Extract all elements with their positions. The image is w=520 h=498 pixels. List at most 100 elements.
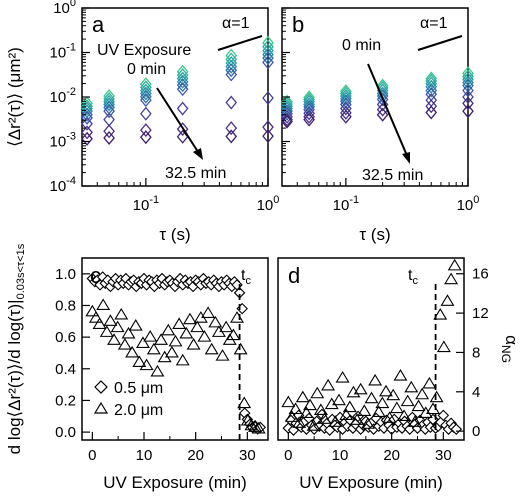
panel-c-triangle-point [197, 330, 212, 342]
panel-c-triangle-point [161, 323, 176, 336]
panel-b-point [425, 105, 438, 120]
panel-c-x-tick-label: 30 [239, 447, 256, 464]
panel-a: 10-1 100 10-4 10-3 10-2 10-1 100 a α=1 UV Expo… [50, 0, 280, 214]
panel-b-point [425, 83, 438, 98]
panel-d-ylabel: αNG [499, 335, 520, 363]
panel-c-x-tick-label: 20 [187, 447, 204, 464]
panel-d-triangle-point [313, 403, 328, 416]
panel-a-slope-line [217, 35, 263, 51]
panel-d-y-tick-label: 8 [472, 344, 480, 361]
panel-a-point [140, 89, 152, 104]
panel-b-point [281, 94, 293, 109]
panel-a-point [140, 93, 152, 108]
panel-a-ticks: 10-1 100 10-4 10-3 10-2 10-1 100 [50, 0, 280, 214]
panel-b-point [281, 114, 293, 129]
panel-d-label: d [288, 263, 300, 288]
panel-d-triangle-point [357, 404, 372, 417]
panel-c-triangle-point [183, 312, 197, 325]
panel-b-point [303, 106, 315, 121]
panel-c-triangle-point [164, 345, 179, 358]
panel-b-start-label: 0 min [342, 37, 381, 54]
panel-c-triangle-point [251, 421, 266, 434]
panel-d-triangle-point [306, 419, 321, 431]
panel-a-point [140, 80, 152, 95]
panel-c-diamond-point [238, 407, 251, 419]
panel-a-point [103, 97, 115, 112]
panel-d-triangle-point [444, 272, 459, 285]
panel-d-triangle-point [321, 378, 336, 391]
panel-c-tc-label: tc [241, 267, 251, 287]
panel-b-point [462, 83, 474, 98]
panel-a-point [176, 64, 189, 79]
panel-a-point [176, 68, 189, 83]
panel-c-x-tick-label: 10 [136, 447, 153, 464]
panel-d-triangle-point [407, 415, 422, 427]
panel-c-y-tick-label: 1.0 [55, 266, 76, 283]
panel-d-frame [277, 257, 465, 441]
panel-c-markers [85, 271, 267, 435]
panel-b-point [462, 69, 474, 84]
panel-c-triangle-point [139, 358, 154, 371]
panel-b-point [281, 112, 293, 127]
panel-d-triangle-point [331, 393, 346, 406]
panel-b-point [425, 99, 438, 114]
panel-c-triangle-point [179, 326, 194, 339]
panel-c-label: c [90, 263, 101, 288]
panel-b-point [425, 76, 438, 91]
panel-c-triangle-point [237, 396, 252, 409]
panel-d-triangle-point [429, 390, 444, 403]
panel-b-point [376, 97, 389, 112]
panel-c-ticks: 0 10 20 30 0.0 0.2 0.4 0.6 0.8 1.0 [55, 266, 256, 464]
panel-a-point [140, 106, 152, 121]
panel-c-diamond-point [233, 287, 246, 299]
panel-b: 10-1 100 b α=1 0 min 32.5 min [281, 7, 479, 214]
panel-c-y-tick-label: 0.2 [55, 392, 76, 409]
panel-a-point [81, 131, 93, 146]
panel-a-alpha: α=1 [222, 15, 250, 32]
panel-c-triangle-point [128, 318, 143, 331]
panel-b-point [303, 109, 315, 124]
panel-a-point [225, 63, 238, 78]
panel-c-y-tick-label: 0.4 [55, 361, 76, 378]
legend-2.0um: 2.0 μm [114, 402, 163, 419]
panel-a-point [81, 110, 93, 125]
panel-d-triangle-point [295, 390, 310, 403]
panel-c-triangle-point [121, 326, 136, 339]
panel-b-point [340, 91, 352, 106]
panel-a-point [140, 86, 152, 101]
panel-d-x-tick-label: 10 [332, 447, 349, 464]
panel-a-point [176, 101, 189, 116]
panel-b-end-label: 32.5 min [362, 167, 423, 184]
panel-b-point [462, 72, 474, 87]
panel-c-triangle-point [110, 320, 125, 333]
panel-b-point [340, 105, 352, 120]
panel-d-triangle-point [353, 382, 368, 395]
panel-a-point [103, 112, 115, 127]
panel-b-point [462, 66, 474, 81]
panel-c-triangle-point [244, 418, 259, 431]
panel-b-point [462, 78, 474, 93]
panel-a-end-label: 32.5 min [165, 165, 226, 182]
panel-a-x-tick-label: 10-1 [133, 194, 159, 214]
legend-0.5um: 0.5 μm [114, 380, 163, 397]
panel-a-uv-label: UV Exposure [97, 42, 191, 59]
panel-c-triangle-point [96, 298, 111, 311]
panel-c-ylabel: d log⟨Δr²(τ)⟩/d log(τ)|0.03s<τ<1s [5, 243, 27, 454]
panel-c-x-tick-label: 0 [88, 447, 96, 464]
panel-d-x-tick-label: 30 [435, 447, 452, 464]
panel-c: 0 10 20 30 0.0 0.2 0.4 0.6 0.8 1.0 c tc 0.5 μm 2.… [55, 257, 269, 464]
panel-b-point [425, 73, 438, 88]
panel-c-triangle-point [201, 306, 216, 318]
panel-c-triangle-point [125, 345, 140, 358]
panel-d-triangle-point [342, 400, 357, 413]
panel-a-point [225, 56, 238, 71]
panel-c-triangle-point [135, 336, 150, 349]
panel-d-y-tick-label: 12 [472, 305, 489, 322]
panel-d-triangle-point [400, 394, 415, 407]
panel-a-point [262, 55, 274, 70]
panel-a-x-tick-label: 100 [257, 194, 280, 214]
panel-d-triangle-point [317, 412, 332, 424]
panel-a-point [262, 51, 274, 66]
panel-a-point [103, 100, 115, 115]
